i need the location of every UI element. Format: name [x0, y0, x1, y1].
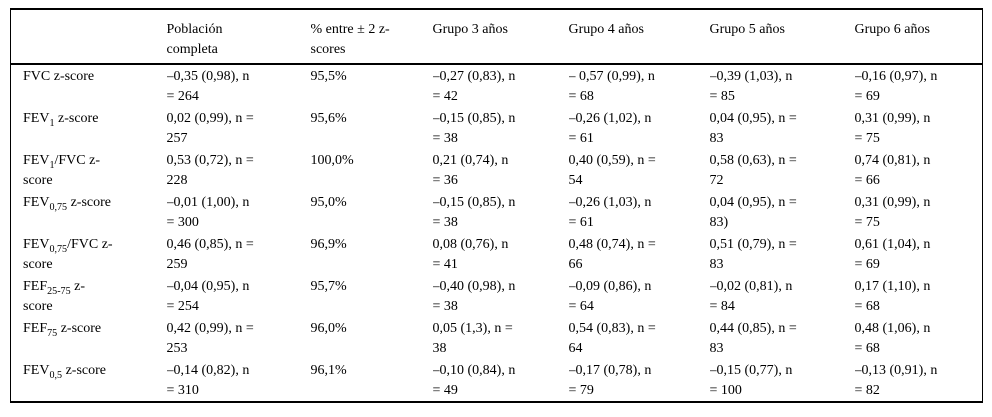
column-header: Grupo 4 años — [568, 9, 710, 65]
table-cell: 0,08 (0,76), n = 41 — [432, 237, 509, 272]
table-cell: –0,14 (0,82), n = 310 — [166, 363, 250, 398]
table-cell: –0,40 (0,98), n = 38 — [432, 279, 516, 314]
subscript: 0,75 — [49, 243, 68, 255]
table-cell: –0,27 (0,83), n = 42 — [432, 69, 516, 104]
table-cell: 0,58 (0,63), n = 72 — [709, 153, 797, 188]
table-row: FVC z-score –0,35 (0,98), n = 264 95,5% –0,… — [11, 64, 983, 107]
column-header: Grupo 3 años — [432, 9, 569, 65]
table-cell: 0,48 (0,74), n = 66 — [568, 237, 656, 272]
table-cell: –0,09 (0,86), n = 64 — [568, 279, 652, 314]
table-cell: –0,13 (0,91), n = 82 — [854, 363, 938, 398]
table-cell: 95,6% — [310, 111, 347, 126]
column-header: Población completa — [166, 9, 311, 65]
row-label: FEV1 z-score — [23, 111, 99, 129]
table-cell: –0,39 (1,03), n = 85 — [709, 69, 793, 104]
table-cell: 95,0% — [310, 195, 347, 210]
table-cell: –0,01 (1,00), n = 300 — [166, 195, 250, 230]
column-header: Grupo 6 años — [854, 9, 983, 65]
table-cell: 0,31 (0,99), n = 75 — [854, 195, 931, 230]
table-cell: 0,21 (0,74), n = 36 — [432, 153, 509, 188]
table-cell: 0,46 (0,85), n = 259 — [166, 237, 254, 272]
table-cell: 0,54 (0,83), n = 64 — [568, 321, 656, 356]
table-cell: –0,26 (1,03), n = 61 — [568, 195, 652, 230]
row-label: FEV1/FVC z- score — [23, 153, 100, 188]
table-body: FVC z-score –0,35 (0,98), n = 264 95,5% –0,… — [11, 64, 983, 402]
header-row: Población completa% entre ± 2 z- scores G… — [10, 9, 983, 65]
table-cell: 100,0% — [310, 153, 354, 168]
row-label: FEV0,75/FVC z- score — [23, 237, 113, 272]
table-cell: 0,74 (0,81), n = 66 — [854, 153, 931, 188]
table-row: FEF75 z-score 0,42 (0,99), n = 253 96,0% 0,… — [11, 317, 983, 359]
table-cell: 95,7% — [310, 279, 347, 294]
row-label: FEF25-75 z- score — [23, 279, 86, 314]
page: Población completa% entre ± 2 z- scores G… — [10, 8, 983, 403]
table-cell: 0,40 (0,59), n = 54 — [568, 153, 656, 188]
subscript: 0,75 — [49, 201, 68, 213]
table-cell: –0,02 (0,81), n = 84 — [709, 279, 793, 314]
table-row: FEF25-75 z- score –0,04 (0,95), n = 254 95… — [11, 275, 983, 317]
table-cell: 0,42 (0,99), n = 253 — [166, 321, 254, 356]
table-cell: –0,35 (0,98), n = 264 — [166, 69, 250, 104]
table-cell: –0,10 (0,84), n = 49 — [432, 363, 516, 398]
table-cell: 0,17 (1,10), n = 68 — [854, 279, 931, 314]
table-cell: 0,31 (0,99), n = 75 — [854, 111, 931, 146]
column-header: % entre ± 2 z- scores — [310, 9, 433, 65]
table-cell: –0,17 (0,78), n = 79 — [568, 363, 652, 398]
table-cell: –0,15 (0,77), n = 100 — [709, 363, 793, 398]
table-header: Población completa% entre ± 2 z- scores G… — [10, 9, 983, 65]
table-cell: 0,04 (0,95), n = 83) — [709, 195, 797, 230]
subscript: 1 — [49, 159, 55, 171]
table-cell: 95,5% — [310, 69, 347, 84]
corner-header — [10, 9, 167, 65]
table-cell: 0,02 (0,99), n = 257 — [166, 111, 254, 146]
row-label: FEF75 z-score — [23, 321, 102, 339]
table-cell: 96,0% — [310, 321, 347, 336]
table-cell: 0,44 (0,85), n = 83 — [709, 321, 797, 356]
subscript: 75 — [47, 327, 58, 339]
table-row: FEV1 z-score 0,02 (0,99), n = 257 95,6% –0,… — [11, 107, 983, 149]
table-cell: 96,9% — [310, 237, 347, 252]
table-cell: 0,04 (0,95), n = 83 — [709, 111, 797, 146]
column-header: Grupo 5 años — [709, 9, 855, 65]
table-cell: –0,16 (0,97), n = 69 — [854, 69, 938, 104]
row-label: FEV0,75 z-score — [23, 195, 112, 213]
table-cell: 0,05 (1,3), n = 38 — [432, 321, 513, 356]
subscript: 0,5 — [49, 369, 63, 381]
table-cell: 96,1% — [310, 363, 347, 378]
table-cell: 0,53 (0,72), n = 228 — [166, 153, 254, 188]
subscript: 1 — [49, 117, 55, 129]
table-cell: 0,51 (0,79), n = 83 — [709, 237, 797, 272]
row-label: FEV0,5 z-score — [23, 363, 106, 381]
table-cell: –0,15 (0,85), n = 38 — [432, 111, 516, 146]
table-row: FEV0,75/FVC z- score 0,46 (0,85), n = 259… — [11, 233, 983, 275]
z-score-table: Población completa% entre ± 2 z- scores G… — [10, 8, 983, 403]
table-cell: – 0,57 (0,99), n = 68 — [568, 69, 655, 104]
table-cell: –0,26 (1,02), n = 61 — [568, 111, 652, 146]
table-cell: –0,15 (0,85), n = 38 — [432, 195, 516, 230]
table-cell: –0,04 (0,95), n = 254 — [166, 279, 250, 314]
table-row: FEV0,75 z-score –0,01 (1,00), n = 300 95,0… — [11, 191, 983, 233]
table-row: FEV1/FVC z- score 0,53 (0,72), n = 228 100… — [11, 149, 983, 191]
table-cell: 0,61 (1,04), n = 69 — [854, 237, 931, 272]
table-row: FEV0,5 z-score –0,14 (0,82), n = 310 96,1%… — [11, 359, 983, 402]
row-label: FVC z-score — [23, 69, 95, 84]
table-cell: 0,48 (1,06), n = 68 — [854, 321, 931, 356]
subscript: 25-75 — [47, 285, 71, 297]
